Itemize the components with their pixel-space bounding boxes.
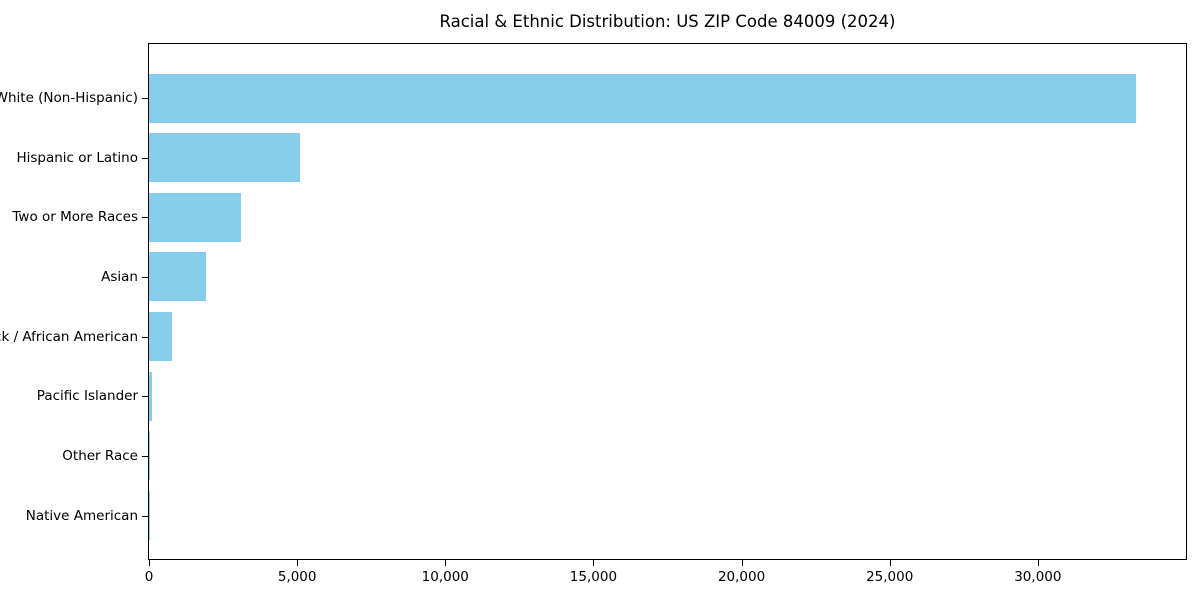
y-tick-label-black-african-american: Black / African American — [0, 328, 138, 345]
y-tick-label-hispanic-or-latino: Hispanic or Latino — [16, 149, 138, 166]
bar-black-african-american — [149, 312, 173, 362]
plot-area: White (Non-Hispanic) Hispanic or Latino Tw… — [0, 43, 1187, 585]
bar-asian — [149, 252, 206, 302]
x-tick-label-10000: 10,000 — [421, 569, 469, 585]
y-tick-label-pacific-islander: Pacific Islander — [36, 388, 138, 405]
x-tick-mark — [297, 559, 299, 566]
bar-hispanic-or-latino — [149, 133, 301, 183]
y-tick-mark — [142, 336, 149, 338]
y-tick-label-native-american: Native American — [25, 507, 138, 524]
y-tick-mark — [142, 157, 149, 159]
x-tick-label-20000: 20,000 — [717, 569, 766, 585]
y-tick-label-other-race: Other Race — [62, 447, 138, 464]
x-tick-label-15000: 15,000 — [569, 569, 618, 585]
bar-pacific-islander — [149, 371, 152, 421]
y-tick-mark — [142, 396, 149, 398]
x-tick-label-5000: 5,000 — [277, 569, 317, 585]
x-tick-mark — [741, 559, 743, 566]
bar-two-or-more-races — [149, 192, 241, 242]
x-tick-mark — [1037, 559, 1039, 566]
y-tick-mark — [142, 217, 149, 219]
x-tick-mark — [889, 559, 891, 566]
bar-white-non-hispanic — [149, 73, 1136, 123]
x-tick-mark — [149, 559, 150, 566]
y-tick-mark — [142, 98, 149, 99]
bar-other-race — [149, 431, 151, 481]
x-tick-mark — [593, 559, 595, 566]
y-tick-label-asian: Asian — [101, 268, 138, 285]
x-tick-label-0: 0 — [144, 569, 154, 585]
y-tick-mark — [142, 276, 149, 278]
chart-title: Racial & Ethnic Distribution: US ZIP Cod… — [439, 12, 896, 31]
y-tick-label-white-non-hispanic: White (Non-Hispanic) — [0, 90, 138, 106]
y-tick-label-two-or-more-races: Two or More Races — [12, 209, 138, 226]
x-tick-label-30000: 30,000 — [1014, 569, 1062, 585]
y-tick-mark — [142, 455, 149, 457]
x-tick-label-25000: 25,000 — [866, 569, 914, 585]
x-tick-mark — [445, 559, 447, 566]
y-tick-mark — [142, 515, 149, 517]
